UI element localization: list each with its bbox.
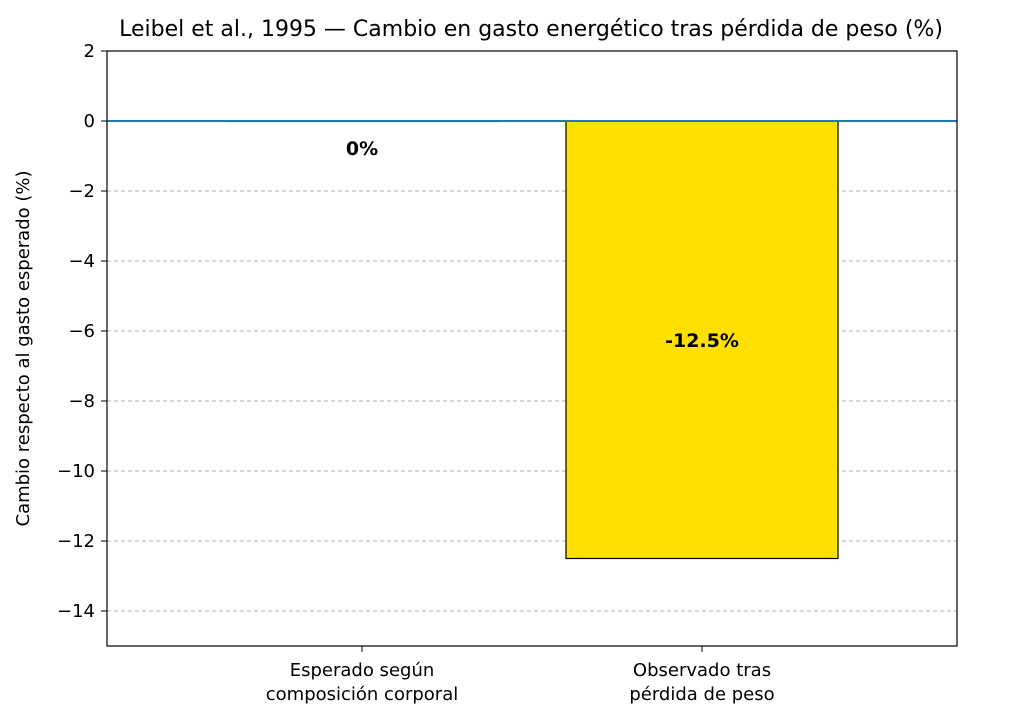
x-tick-label: Esperado según [290,660,435,681]
y-tick-label: −8 [68,391,95,412]
bar-value-label: 0% [346,138,378,160]
bar [565,120,839,560]
y-axis-label: Cambio respecto al gasto esperado (%) [13,170,34,526]
y-tick-label: −14 [57,601,95,622]
x-tick-label: Observado tras [633,660,771,681]
x-tick-label: pérdida de peso [629,684,774,705]
chart-title: Leibel et al., 1995 — Cambio en gasto en… [119,17,943,42]
y-tick-label: −12 [57,531,95,552]
y-tick-label: 0 [84,111,95,132]
value-labels-layer: 0% -12.5% [346,138,739,352]
bars-layer [225,120,839,560]
y-tick-label: −2 [68,181,95,202]
x-tick-label: composición corporal [266,684,458,705]
y-tick-label: −6 [68,321,95,342]
ticks-layer: 2 0 −2 −4 −6 −8 −10 −12 −14 Esperado según composi… [57,41,775,705]
y-tick-label: −4 [68,251,95,272]
y-tick-label: −10 [57,461,95,482]
bar-value-label: -12.5% [665,330,739,352]
plot-frame [106,50,958,647]
y-tick-label: 2 [84,41,95,62]
